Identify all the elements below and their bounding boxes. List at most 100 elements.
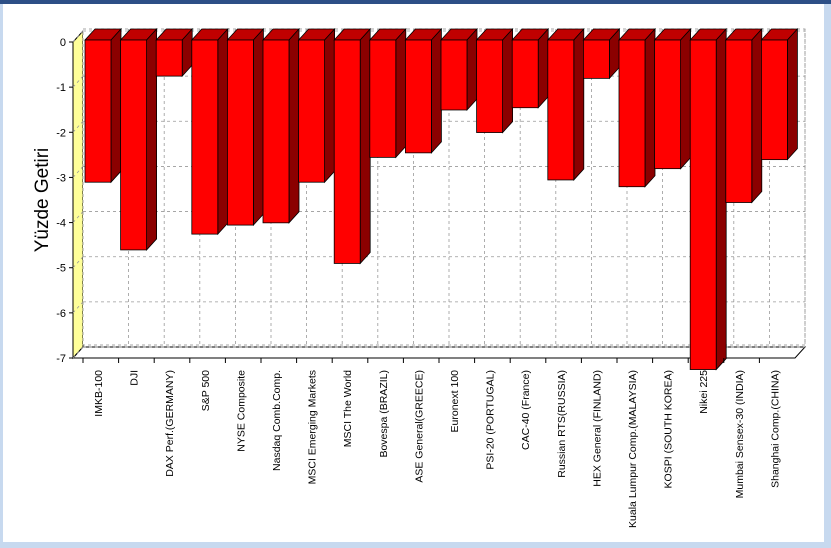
gridline-wall	[72, 166, 84, 178]
bar-front	[191, 39, 219, 235]
bar-side	[537, 27, 549, 109]
x-tick-label: Nikei 225	[698, 370, 710, 414]
y-tick-label: -4	[56, 218, 66, 230]
gridline-wall	[72, 121, 84, 133]
bar	[511, 27, 550, 109]
bar-front	[583, 39, 610, 79]
bar	[440, 27, 478, 112]
bar	[297, 27, 336, 184]
y-tick-label: -3	[56, 172, 66, 184]
bar-side	[217, 27, 229, 236]
window-top-border	[0, 0, 831, 4]
bar	[618, 27, 656, 188]
bar-front	[262, 39, 290, 224]
window-left-border	[0, 4, 3, 548]
gridline-wall	[72, 301, 84, 314]
bar	[760, 27, 799, 161]
y-tick-label: -6	[56, 308, 66, 320]
bar-side	[715, 27, 727, 371]
y-tick-label: -7	[56, 353, 66, 365]
window-bottom-border	[0, 542, 831, 548]
x-axis-labels: IMKB-100 DJI DAX Perf.(GERMANY) S&P 500 NYSE…	[82, 358, 781, 528]
bar-side	[502, 27, 513, 134]
bar-front	[369, 39, 397, 158]
gridline-wall	[72, 256, 84, 268]
bar-side	[146, 27, 158, 251]
bar-front	[618, 39, 646, 188]
bar-side	[395, 27, 407, 159]
bar	[689, 27, 728, 371]
x-tick-label: HEX General (FINLAND)	[591, 370, 603, 487]
bar	[119, 27, 158, 251]
x-tick-label: MSCI The World	[342, 370, 354, 447]
bar-front	[120, 39, 147, 251]
bar	[262, 27, 300, 224]
y-tick-label: 0	[60, 37, 66, 49]
x-tick-label: KOSPI (SOUTH KOREA)	[663, 370, 675, 488]
bar-front	[298, 39, 326, 183]
window-right-border	[824, 4, 831, 548]
x-tick-label: Mumbai Sensex-30 (INDIA)	[734, 370, 746, 498]
x-tick-label: Shanghai Comp.(CHINA)	[769, 370, 781, 488]
bar	[155, 27, 194, 78]
bar-front	[226, 39, 254, 226]
x-tick-label: ASE General(GREECE)	[413, 370, 425, 483]
x-tick-label: MSCI Emerging Markets	[307, 370, 319, 484]
bar-front	[689, 39, 717, 370]
left-wall	[72, 29, 84, 360]
bar-front	[725, 39, 753, 203]
bar-front	[511, 39, 539, 109]
bar	[226, 27, 265, 227]
bar-side	[430, 27, 442, 154]
bar-front	[654, 39, 681, 170]
bar-front	[404, 39, 432, 154]
bar-side	[110, 27, 122, 184]
bar-side	[751, 27, 763, 204]
bar-side	[359, 27, 371, 265]
x-tick-label: PSI-20 (PORTUGAL)	[485, 370, 497, 470]
x-tick-label: Euronext 100	[449, 370, 461, 433]
bar	[582, 27, 621, 80]
bar-front	[547, 39, 575, 181]
x-tick-label: Bovespa (BRAZIL)	[378, 370, 390, 458]
bar-side	[324, 27, 336, 184]
bars	[84, 27, 799, 371]
x-tick-label: Russian RTS(RUSSIA)	[556, 370, 568, 478]
x-tick-label: DAX Perf.(GERMANY)	[164, 370, 176, 477]
y-tick-label: -2	[56, 127, 66, 139]
bar	[475, 27, 514, 134]
bar-side	[644, 27, 656, 188]
x-tick-label: CAC-40 (France)	[520, 370, 532, 450]
gridline-wall	[72, 211, 84, 223]
bar-front	[155, 39, 183, 77]
x-tick-label: Kuala Lumpur Comp.(MALAYSIA)	[627, 370, 639, 528]
x-tick-label: NYSE Composite	[235, 370, 247, 452]
bar	[333, 27, 372, 265]
bar-front	[440, 39, 468, 111]
bar-front	[84, 39, 112, 183]
gridline-wall	[72, 30, 84, 43]
bar-front	[333, 39, 361, 264]
bar-side	[787, 27, 798, 161]
bar	[190, 27, 229, 236]
bar-front	[761, 39, 788, 161]
bar-side	[252, 27, 264, 227]
y-axis-title: Yüzde Getiri	[32, 148, 53, 253]
bar	[653, 27, 692, 170]
bar-front	[476, 39, 504, 133]
y-axis-ticks: 0 -1 -2 -3 -4 -5 -6 -7	[56, 37, 73, 365]
bar-side	[288, 27, 300, 224]
gridline-wall	[72, 346, 84, 359]
x-tick-label: S&P 500	[200, 370, 212, 411]
y-tick-label: -1	[56, 82, 66, 94]
x-tick-label: DJI	[129, 370, 141, 386]
gridline-wall	[72, 75, 84, 88]
bar	[84, 27, 122, 184]
x-tick-label: Nasdaq Comb.Comp.	[271, 370, 283, 471]
y-tick-label: -5	[56, 263, 66, 275]
bar	[724, 27, 763, 204]
bar	[546, 27, 585, 181]
bar	[404, 27, 443, 154]
bar-side	[573, 27, 585, 181]
